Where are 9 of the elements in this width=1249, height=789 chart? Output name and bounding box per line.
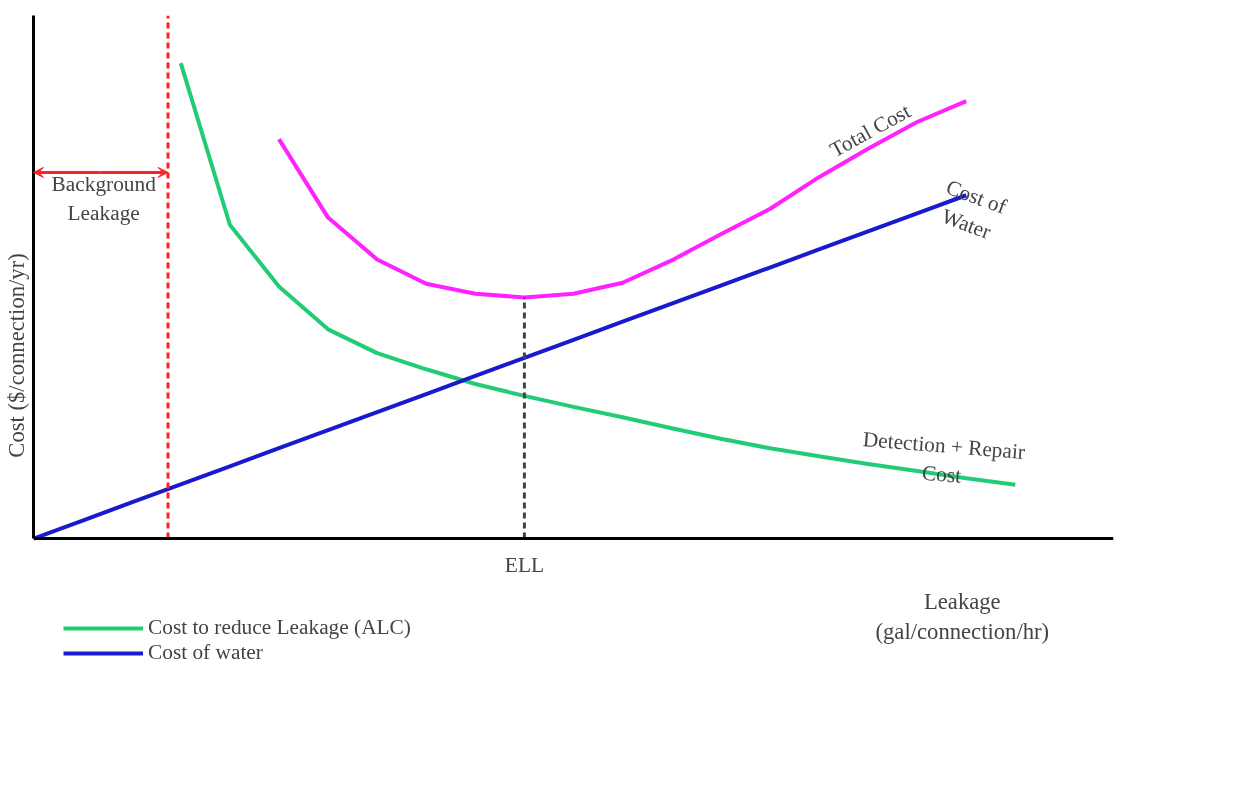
annotation: Cost of Water [938, 174, 1011, 244]
text: ELL [504, 552, 544, 577]
annotation: Background Leakage [51, 171, 157, 225]
legend-label: Cost to reduce Leakage (ALC) [148, 615, 411, 640]
annotation: Total Cost [825, 98, 915, 163]
legend-label: Cost of water [148, 640, 263, 665]
x-axis-title: Leakage (gal/connection/hr) [875, 588, 1050, 644]
annotation: Detection + Repair Cost [862, 427, 1026, 488]
y-axis-title: Cost ($/connection/yr) [3, 253, 29, 458]
